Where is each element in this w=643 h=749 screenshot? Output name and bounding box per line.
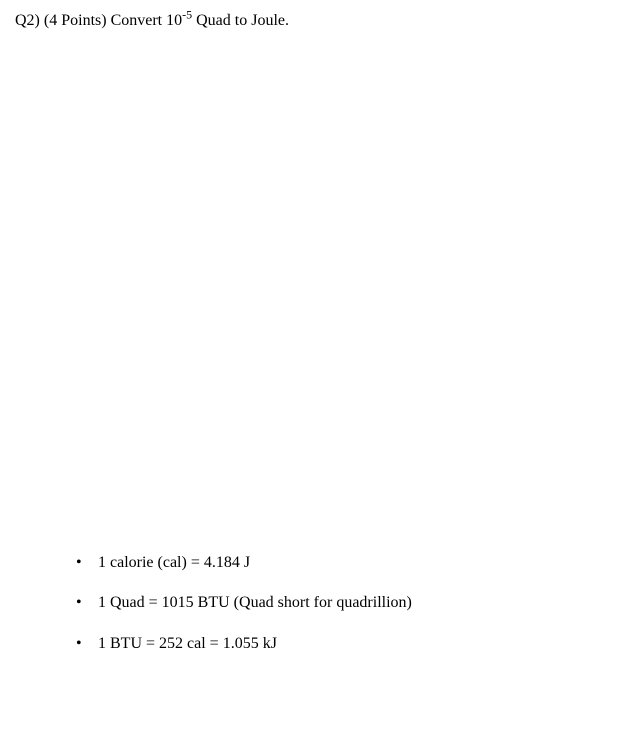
list-item: 1 Quad = 1015 BTU (Quad short for quadri… — [76, 592, 412, 614]
definitions-list: 1 calorie (cal) = 4.184 J 1 Quad = 1015 … — [76, 552, 412, 655]
question-header: Q2) (4 Points) Convert 10-5 Quad to Joul… — [15, 10, 628, 32]
list-item: 1 BTU = 252 cal = 1.055 kJ — [76, 633, 412, 655]
definition-text: 1 Quad = 1015 BTU (Quad short for quadri… — [98, 594, 412, 611]
question-points: (4 Points) — [44, 12, 107, 29]
definitions-block: 1 calorie (cal) = 4.184 J 1 Quad = 1015 … — [76, 552, 412, 673]
question-prompt-post: Quad to Joule. — [192, 12, 289, 29]
definition-text: 1 BTU = 252 cal = 1.055 kJ — [98, 635, 277, 652]
list-item: 1 calorie (cal) = 4.184 J — [76, 552, 412, 574]
definition-text: 1 calorie (cal) = 4.184 J — [98, 554, 250, 571]
question-prompt-pre: Convert 10 — [111, 12, 183, 29]
question-exponent: -5 — [182, 8, 192, 22]
question-label: Q2) — [15, 12, 40, 29]
